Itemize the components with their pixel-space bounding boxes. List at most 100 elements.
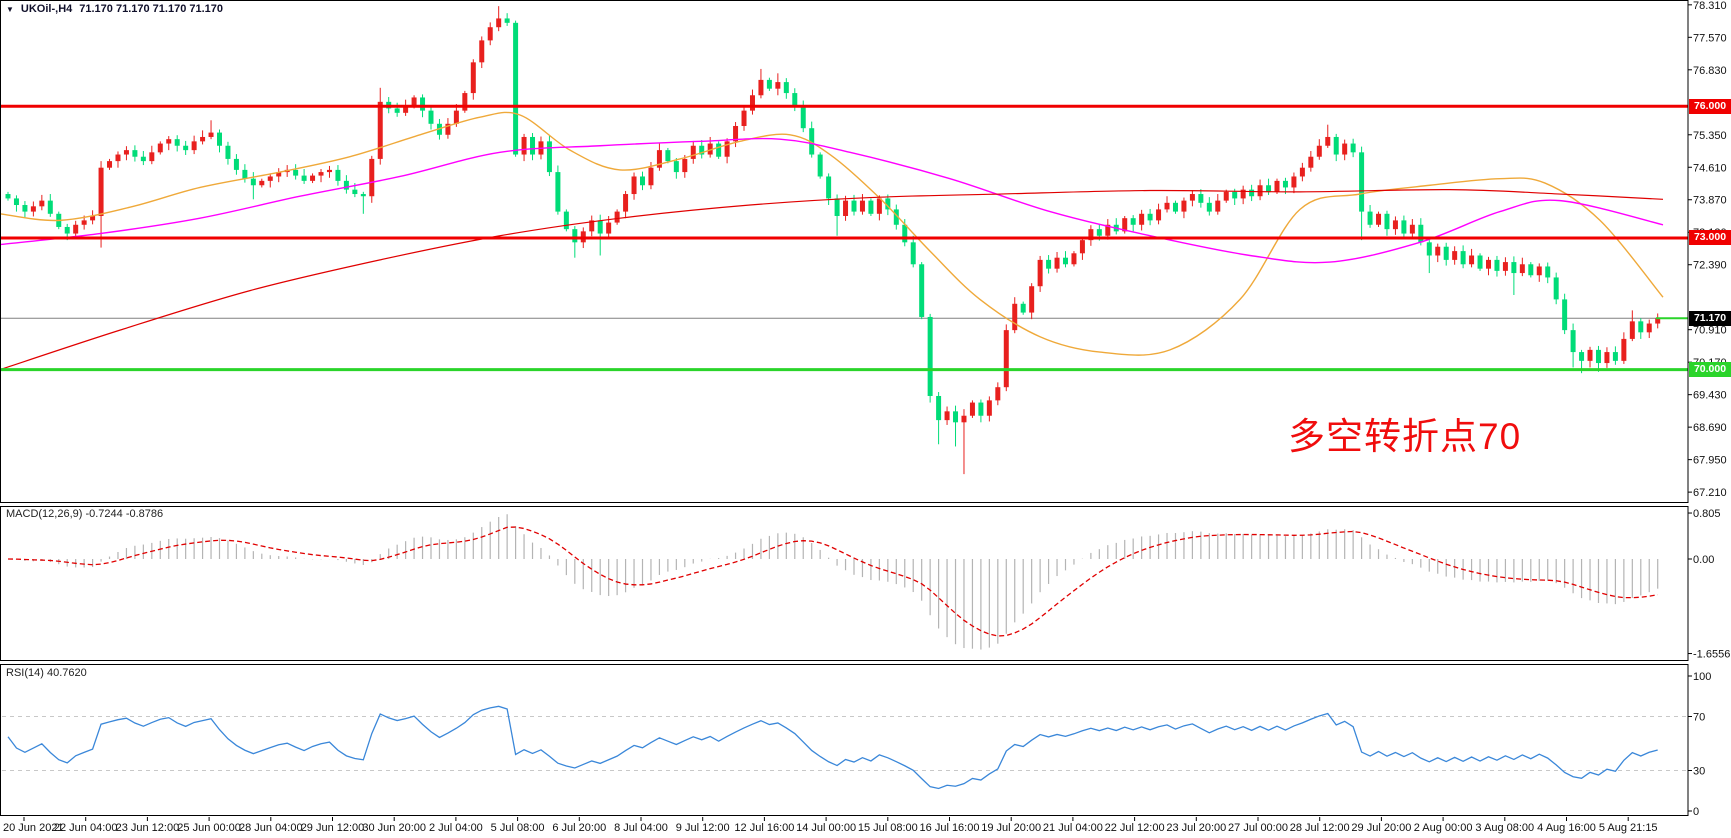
- candle-body: [758, 79, 764, 96]
- candle-body: [961, 415, 967, 423]
- candle-body: [250, 178, 256, 186]
- candle-body: [1054, 257, 1060, 269]
- time-tick-label: 30 Jun 20:00: [362, 822, 426, 834]
- candle-body: [352, 189, 358, 195]
- time-tick-label: 12 Jul 16:00: [734, 822, 794, 834]
- time-tick-label: 28 Jun 04:00: [239, 822, 303, 834]
- price-badge-76.000: 76.000: [1689, 98, 1731, 114]
- price-tick: 68.690: [1693, 422, 1727, 434]
- candle-body: [1443, 246, 1449, 260]
- candle-body: [1274, 180, 1280, 192]
- time-tick-label: 2 Jul 04:00: [429, 822, 483, 834]
- candle-body: [1570, 330, 1576, 353]
- candle-body: [123, 150, 129, 155]
- candle-body: [521, 136, 527, 155]
- candle-body: [707, 143, 713, 155]
- candle-body: [1536, 266, 1542, 276]
- candle-body: [200, 136, 206, 142]
- candle-body: [953, 411, 959, 423]
- candle-body: [741, 110, 747, 126]
- candle-body: [893, 209, 899, 225]
- candle-body: [1282, 180, 1288, 188]
- candle-body: [1562, 299, 1568, 331]
- candle-body: [22, 205, 28, 212]
- candle-body: [1401, 220, 1407, 234]
- candle-body: [369, 158, 375, 197]
- symbol-timeframe-label: UKOil-,H4: [20, 3, 73, 15]
- candle-body: [1003, 330, 1009, 388]
- chart-title: ▼ UKOil-,H4 71.170 71.170 71.170 71.170: [6, 3, 223, 15]
- candle-body: [1316, 145, 1322, 157]
- candle-body: [1240, 189, 1246, 199]
- macd-panel: [7, 514, 1659, 650]
- candle-body: [1367, 211, 1373, 225]
- candle-body: [876, 198, 882, 214]
- candle-body: [293, 169, 299, 176]
- time-tick-label: 28 Jul 12:00: [1290, 822, 1350, 834]
- price-tick: 77.570: [1693, 32, 1727, 44]
- candle-body: [47, 200, 53, 214]
- candle-body: [174, 139, 180, 146]
- candle-body: [487, 27, 493, 41]
- time-tick-label: 16 Jul 16:00: [920, 822, 980, 834]
- candle-body: [107, 161, 113, 168]
- collapse-chevron-icon[interactable]: ▼: [6, 4, 14, 14]
- candle-body: [183, 145, 189, 151]
- candle-body: [1638, 321, 1644, 333]
- macd-tick: -1.6556: [1693, 649, 1730, 661]
- time-tick-label: 22 Jul 12:00: [1105, 822, 1165, 834]
- price-tick: 78.310: [1693, 0, 1727, 12]
- candle-body: [733, 125, 739, 142]
- candle-body: [589, 220, 595, 232]
- candle-body: [783, 82, 789, 94]
- candle-body: [1139, 213, 1145, 225]
- candle-body: [673, 161, 679, 173]
- candle-body: [453, 110, 459, 124]
- candle-body: [1291, 176, 1297, 188]
- candle-body: [978, 402, 984, 416]
- candle-body: [648, 167, 654, 186]
- candle-body: [919, 264, 925, 317]
- macd-signal-line: [7, 526, 1658, 637]
- candle-body: [1621, 338, 1627, 361]
- rsi-line: [7, 705, 1658, 790]
- candle-body: [1096, 229, 1102, 236]
- price-tick: 67.210: [1693, 487, 1727, 499]
- candle-body: [343, 180, 349, 190]
- candle-body: [606, 222, 612, 234]
- candle-body: [377, 101, 383, 159]
- candle-body: [149, 152, 155, 162]
- price-tick: 73.870: [1693, 195, 1727, 207]
- price-tick: 76.830: [1693, 65, 1727, 77]
- candle-body: [546, 141, 552, 173]
- candle-body: [1071, 253, 1077, 265]
- rsi-tick: 0: [1693, 806, 1699, 818]
- candle-body: [614, 211, 620, 223]
- candle-body: [969, 402, 975, 416]
- candle-body: [1587, 349, 1593, 361]
- candle-body: [1409, 224, 1415, 234]
- candle-body: [1257, 185, 1263, 197]
- time-tick-label: 19 Jul 20:00: [981, 822, 1041, 834]
- candle-body: [1266, 185, 1272, 192]
- candle-body: [1156, 209, 1162, 221]
- time-tick-label: 22 Jun 04:00: [54, 822, 118, 834]
- macd-tick: 0.00: [1693, 554, 1714, 566]
- time-tick-label: 29 Jul 20:00: [1351, 822, 1411, 834]
- candle-body: [267, 176, 273, 181]
- time-tick-label: 29 Jun 12:00: [301, 822, 365, 834]
- candle-body: [563, 211, 569, 230]
- candle-body: [1172, 202, 1178, 212]
- candle-body: [403, 106, 409, 113]
- candle-body: [1426, 242, 1432, 256]
- candle-body: [335, 169, 341, 181]
- price-tick: 69.430: [1693, 390, 1727, 402]
- candle-body: [1418, 224, 1424, 243]
- candle-body: [318, 172, 324, 176]
- candle-body: [513, 22, 519, 155]
- candle-body: [1029, 286, 1035, 313]
- candle-body: [326, 169, 332, 173]
- time-tick-label: 23 Jul 20:00: [1166, 822, 1226, 834]
- candle-body: [640, 176, 645, 186]
